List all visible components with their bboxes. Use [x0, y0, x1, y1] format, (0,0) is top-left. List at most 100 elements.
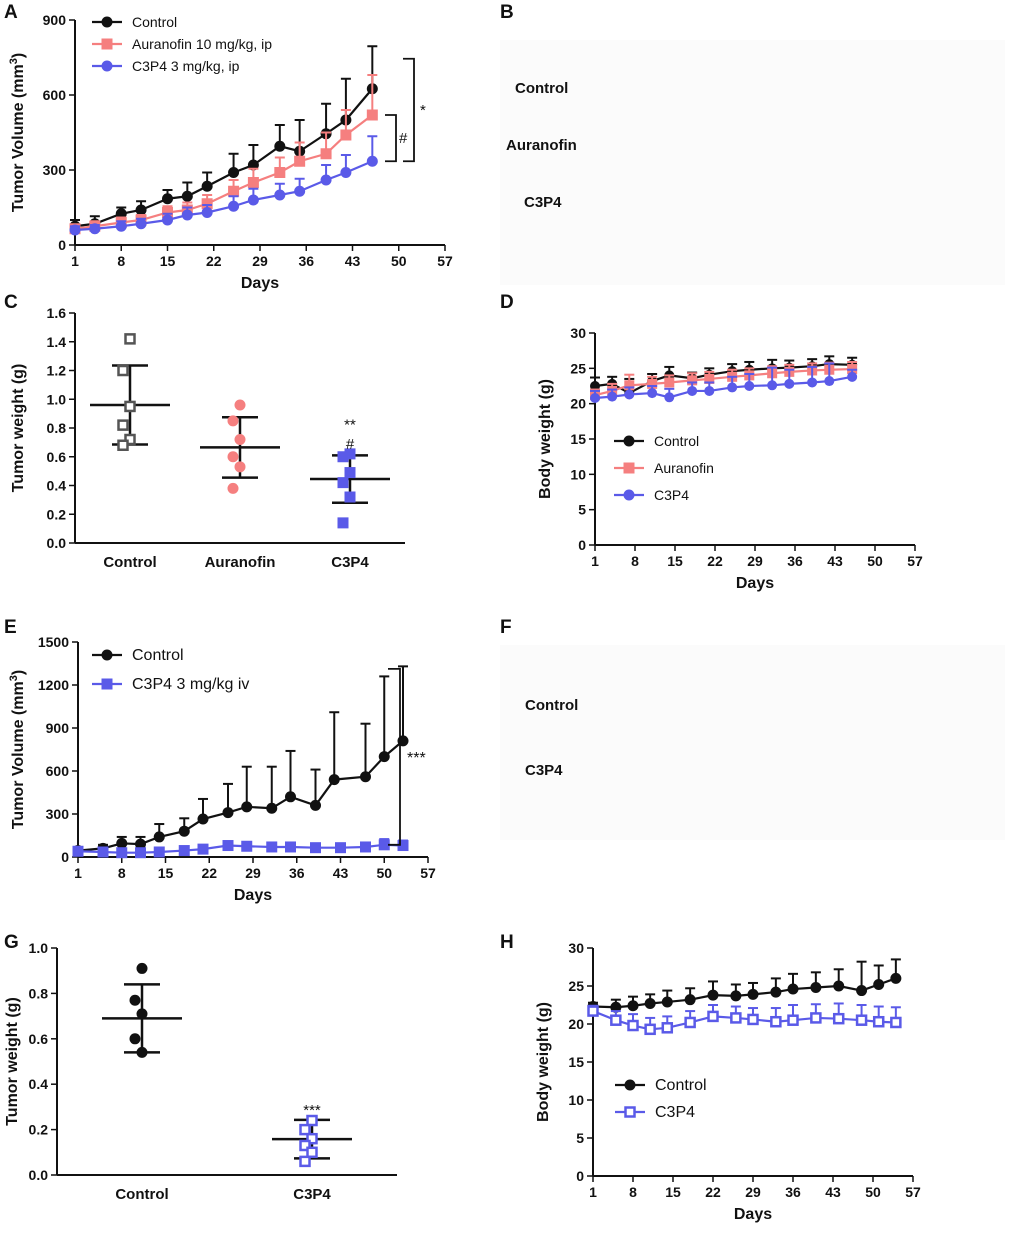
y-tick-label: 5 [576, 1130, 584, 1146]
data-point [201, 198, 213, 210]
series-line [592, 1010, 896, 1031]
data-point [360, 841, 371, 853]
panel-letter-b: B [500, 2, 514, 23]
y-tick-label: 1.0 [29, 940, 49, 956]
y-tick-label: 5 [578, 502, 586, 518]
y-tick-label: 20 [570, 396, 586, 412]
panel-b-photo [500, 40, 1005, 285]
x-axis-label: Days [736, 575, 774, 592]
legend-marker [101, 649, 113, 661]
chart-e: 0 300 600 900 1200 1500 1 8 15 22 29 36 43 50 57 Days Tu… [8, 634, 436, 904]
data-point [129, 994, 141, 1006]
panel-b-row-label-c3p4: C3P4 [524, 194, 562, 211]
x-tick-label: 29 [245, 865, 261, 881]
data-point [201, 180, 213, 192]
data-point [747, 988, 759, 1000]
y-tick-label: 30 [570, 325, 586, 341]
x-tick-label: 1 [74, 865, 82, 881]
series-line [77, 843, 404, 854]
data-point [890, 972, 902, 984]
data-point [856, 985, 868, 997]
data-point [366, 109, 378, 121]
y-tick-label: 1.4 [47, 334, 67, 350]
panel-letter-d: D [500, 292, 514, 313]
data-point [366, 155, 378, 167]
data-point [222, 807, 234, 819]
data-point [135, 847, 146, 859]
x-tick-label: 15 [665, 1184, 681, 1200]
x-tick-label: 43 [345, 253, 361, 269]
y-tick-label: 25 [570, 360, 586, 376]
panel-letter-c: C [4, 292, 18, 313]
data-point [97, 846, 109, 858]
data-point [664, 377, 675, 388]
y-tick-label: 1.0 [47, 391, 67, 407]
category-label: Control [103, 554, 156, 571]
legend-label: Control [132, 647, 184, 664]
data-point [299, 1155, 311, 1168]
group-control [90, 333, 170, 451]
y-axis-label: Body weight (g) [535, 1002, 552, 1122]
data-point [306, 1132, 318, 1145]
data-point [610, 1001, 622, 1013]
x-tick-label: 43 [825, 1184, 841, 1200]
panel-letter-a: A [4, 2, 18, 23]
data-point [335, 842, 346, 854]
y-tick-label: 15 [568, 1054, 584, 1070]
data-point [227, 482, 239, 494]
panel-b-row-label-auranofin: Auranofin [506, 137, 577, 154]
bracket-triple-star [388, 668, 401, 846]
data-point [241, 840, 253, 852]
series-c3p4 [72, 838, 409, 859]
y-tick-label: 0 [576, 1168, 584, 1184]
series-c3p4 [69, 135, 378, 236]
data-point [117, 439, 129, 451]
y-axis-label: Tumor weight (g) [4, 997, 21, 1126]
data-point [337, 517, 349, 529]
data-point [294, 185, 306, 197]
data-point [787, 983, 799, 995]
x-tick-label: 22 [201, 865, 217, 881]
data-point [890, 1016, 902, 1029]
data-point [810, 1012, 822, 1024]
x-tick-label: 15 [667, 553, 683, 569]
y-tick-label: 25 [568, 978, 584, 994]
annotation-star: * [420, 102, 426, 119]
series-auranofin [69, 74, 378, 235]
data-point [162, 214, 173, 226]
legend-marker [101, 16, 113, 28]
data-point [310, 842, 321, 854]
data-point [201, 207, 213, 218]
data-point [247, 194, 259, 206]
data-point [274, 140, 286, 152]
data-point [730, 1012, 742, 1024]
data-point [266, 841, 278, 853]
data-point [770, 1015, 782, 1028]
data-point [344, 448, 356, 460]
data-point [664, 392, 675, 403]
data-point [784, 378, 795, 389]
x-tick-label: 1 [71, 253, 79, 269]
legend-marker [101, 60, 113, 72]
data-point [337, 451, 349, 463]
data-point [661, 1022, 674, 1034]
chart-c: 0.0 0.2 0.4 0.6 0.8 1.0 1.2 1.4 1.6 Tumor weight … [10, 305, 405, 571]
data-point [340, 129, 352, 141]
data-point [328, 774, 340, 786]
data-point [247, 177, 259, 188]
data-point [684, 1016, 696, 1029]
data-point [136, 962, 148, 974]
y-tick-label: 0.6 [29, 1031, 49, 1047]
panel-f-photo [500, 645, 1005, 840]
x-tick-label: 1 [591, 553, 599, 569]
x-tick-label: 36 [298, 253, 314, 269]
data-point [624, 389, 635, 400]
data-point [704, 373, 715, 384]
data-point [274, 167, 286, 178]
series-c3p4 [587, 1002, 902, 1036]
y-tick-label: 0.8 [47, 420, 67, 436]
data-point [299, 1123, 311, 1136]
data-point [135, 838, 146, 850]
data-point [116, 847, 128, 859]
data-point [833, 980, 845, 992]
